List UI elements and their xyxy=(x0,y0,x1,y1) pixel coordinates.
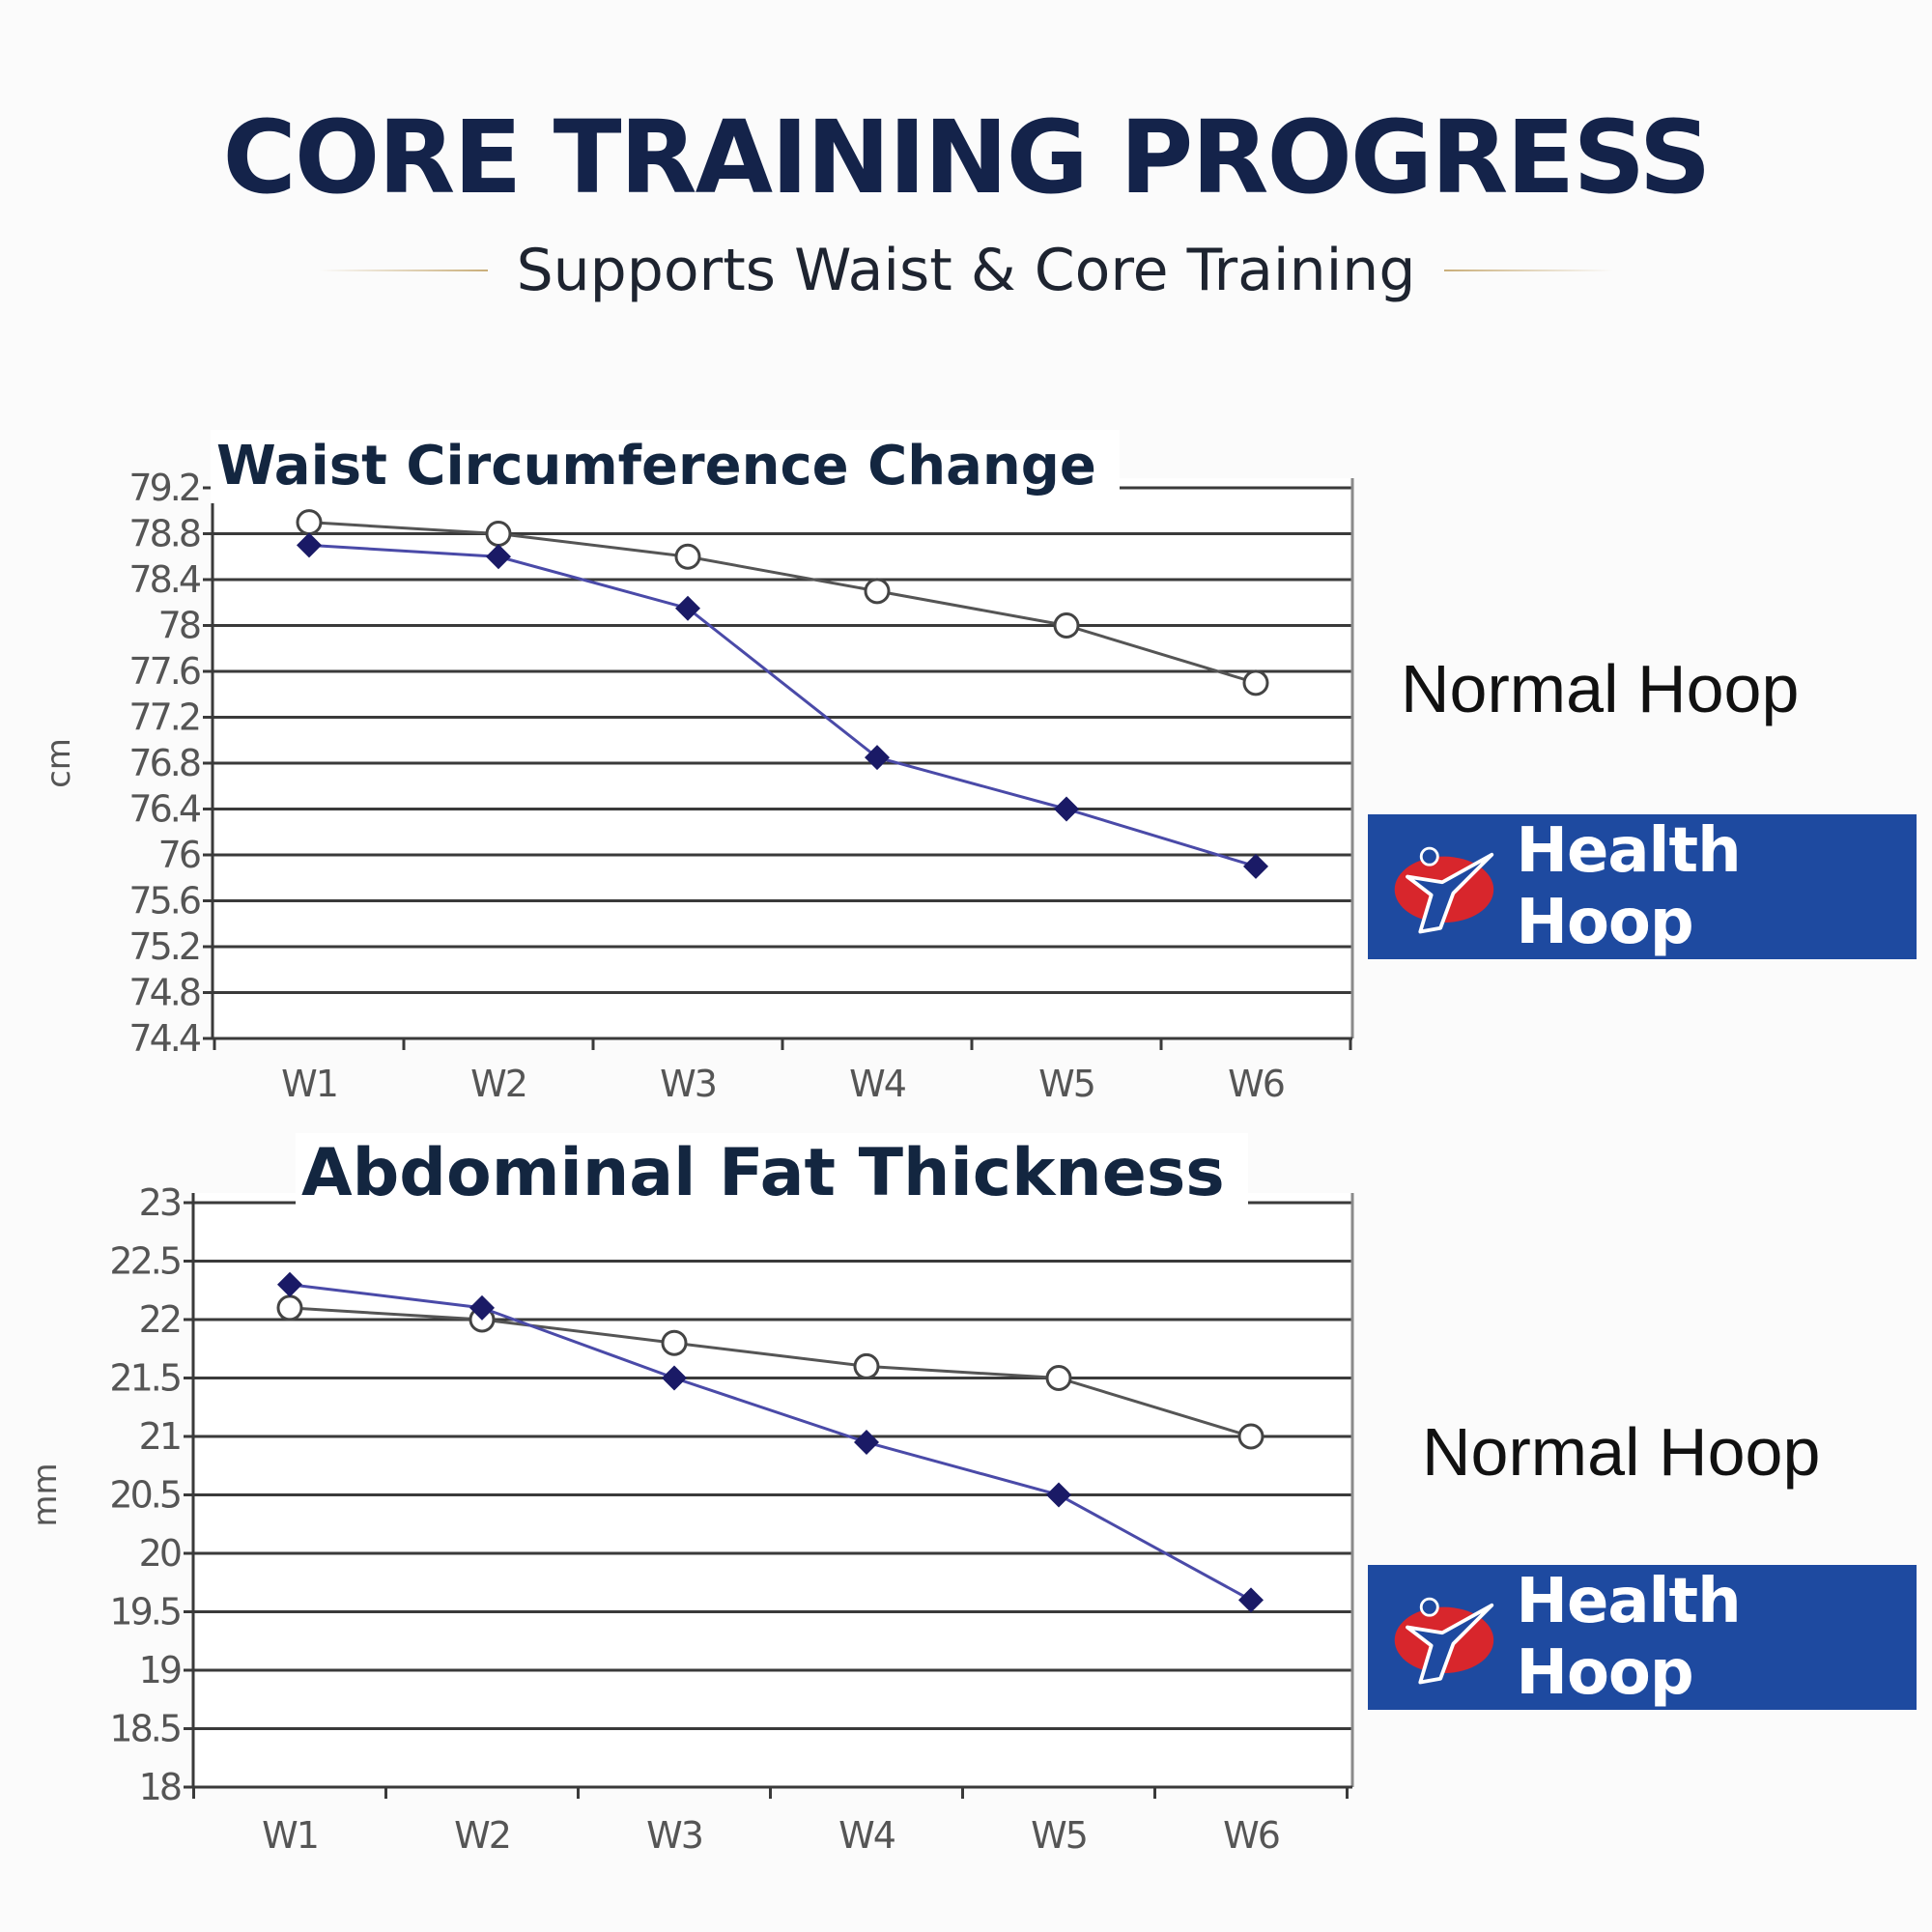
fat-health-hoop-point xyxy=(854,1430,879,1456)
waist-x-tick-label: W4 xyxy=(849,1063,906,1101)
waist-legend-normal-hoop: Normal Hoop xyxy=(1401,651,1800,726)
waist-y-tick-label: 75.6 xyxy=(128,880,199,923)
subtitle-row: Supports Waist & Core Training xyxy=(0,237,1932,304)
fat-health-hoop-point xyxy=(277,1271,302,1297)
waist-normal-hoop-line xyxy=(308,521,1257,685)
fat-plot-area xyxy=(193,1193,1352,1787)
fat-x-tick-label: W3 xyxy=(646,1814,702,1857)
health-hoop-logo-icon xyxy=(1394,846,1494,934)
fat-normal-hoop-point xyxy=(1045,1365,1072,1391)
fat-normal-hoop-line xyxy=(289,1306,1252,1438)
fat-y-tick-label: 21.5 xyxy=(109,1357,180,1400)
fat-y-tick-label: 20.5 xyxy=(109,1474,180,1517)
waist-health-hoop-point xyxy=(675,595,700,621)
waist-x-tick-label: W3 xyxy=(660,1063,716,1101)
fat-legend-health-hoop: Health Hoop xyxy=(1368,1565,1917,1710)
fat-y-tick-label: 19 xyxy=(139,1649,181,1691)
fat-x-tick-label: W5 xyxy=(1031,1814,1087,1857)
fat-y-tick-label: 22.5 xyxy=(109,1240,180,1283)
waist-normal-hoop-point xyxy=(674,543,701,570)
fat-series-health-hoop xyxy=(277,1271,1264,1613)
waist-x-tick-label: W1 xyxy=(281,1063,337,1101)
waist-series-health-hoop xyxy=(297,532,1268,879)
abdominal-fat-chart: 23 22.5 22 21.5 21 20.5 20 19.5 19 18.5 18 W1 W2 W3 W4… xyxy=(26,1181,1354,1857)
fat-health-hoop-point xyxy=(1238,1587,1264,1613)
fat-y-axis-label: mm xyxy=(26,1463,65,1526)
fat-x-tick-label: W2 xyxy=(454,1814,510,1857)
fat-y-tick-label: 18 xyxy=(139,1766,181,1808)
fat-normal-hoop-point xyxy=(661,1329,688,1356)
waist-y-tick-label: 74.8 xyxy=(128,972,199,1014)
fat-y-tick-label: 22 xyxy=(139,1298,180,1341)
fat-normal-hoop-point xyxy=(276,1294,303,1321)
fat-x-tick-label: W6 xyxy=(1223,1814,1279,1857)
fat-y-tick-label: 21 xyxy=(139,1415,180,1458)
fat-gridlines xyxy=(184,1201,1352,1789)
fat-legend-health-hoop-label: Health Hoop xyxy=(1516,1566,1741,1709)
waist-health-hoop-point xyxy=(297,532,322,558)
waist-normal-hoop-point xyxy=(1053,612,1080,639)
waist-normal-hoop-point xyxy=(485,521,512,547)
waist-health-hoop-point xyxy=(486,544,511,570)
fat-y-tick-label: 18.5 xyxy=(109,1708,180,1750)
subtitle-rule-right xyxy=(1444,270,1614,271)
fat-normal-hoop-point xyxy=(853,1352,880,1379)
fat-health-hoop-point xyxy=(469,1294,495,1321)
waist-plot-area xyxy=(213,478,1352,1038)
fat-x-tick-label: W4 xyxy=(838,1814,895,1857)
waist-normal-hoop-point xyxy=(1242,669,1269,696)
waist-y-tick-label: 77.2 xyxy=(128,696,199,739)
fat-y-tick-label: 20 xyxy=(139,1532,181,1575)
waist-x-tick-label: W5 xyxy=(1038,1063,1094,1101)
fat-y-tick-label: 23 xyxy=(139,1181,181,1224)
fat-health-hoop-line xyxy=(289,1283,1252,1602)
waist-circumference-chart: 79.278.878.47877.677.276.876.47675.675.2… xyxy=(40,467,1354,1101)
waist-y-tick-label: 77.6 xyxy=(128,650,199,693)
waist-y-tick-label: 76.4 xyxy=(128,788,200,831)
waist-health-hoop-point xyxy=(865,745,890,771)
fat-y-tick-label: 19.5 xyxy=(109,1591,180,1634)
waist-health-hoop-point xyxy=(1054,796,1079,822)
page-title: CORE TRAINING PROGRESS xyxy=(222,99,1712,216)
waist-health-hoop-point xyxy=(1243,853,1268,879)
fat-health-hoop-point xyxy=(1046,1482,1071,1508)
waist-y-tick-label: 78 xyxy=(158,605,200,647)
waist-y-tick-label: 75.2 xyxy=(128,925,199,968)
subtitle-rule-left xyxy=(318,270,488,271)
waist-chart-title: Waist Circumference Change xyxy=(211,430,1120,503)
fat-legend-normal-hoop: Normal Hoop xyxy=(1422,1414,1821,1490)
waist-y-tick-label: 76 xyxy=(158,834,200,876)
fat-x-tick-label: W1 xyxy=(262,1814,318,1857)
waist-normal-hoop-point xyxy=(296,509,323,536)
waist-y-tick-label: 78.8 xyxy=(128,513,199,555)
waist-x-tick-label: W6 xyxy=(1228,1063,1284,1101)
waist-y-tick-label: 78.4 xyxy=(128,558,200,601)
page-subtitle: Supports Waist & Core Training xyxy=(516,237,1416,304)
health-hoop-logo-icon xyxy=(1394,1597,1494,1685)
waist-legend-health-hoop: Health Hoop xyxy=(1368,814,1917,959)
fat-normal-hoop-point xyxy=(1237,1423,1264,1450)
waist-series-normal-hoop xyxy=(296,509,1269,696)
waist-y-tick-label: 79.2 xyxy=(128,467,199,509)
waist-y-axis-label: cm xyxy=(40,738,78,788)
waist-y-tick-label: 76.8 xyxy=(128,742,199,784)
waist-legend-health-hoop-label: Health Hoop xyxy=(1516,815,1741,958)
fat-health-hoop-point xyxy=(662,1365,687,1391)
waist-health-hoop-line xyxy=(308,543,1257,868)
waist-x-tick-label: W2 xyxy=(470,1063,526,1101)
fat-chart-title: Abdominal Fat Thickness xyxy=(296,1133,1248,1214)
waist-normal-hoop-point xyxy=(864,578,891,605)
waist-y-tick-label: 74.4 xyxy=(128,1017,200,1060)
